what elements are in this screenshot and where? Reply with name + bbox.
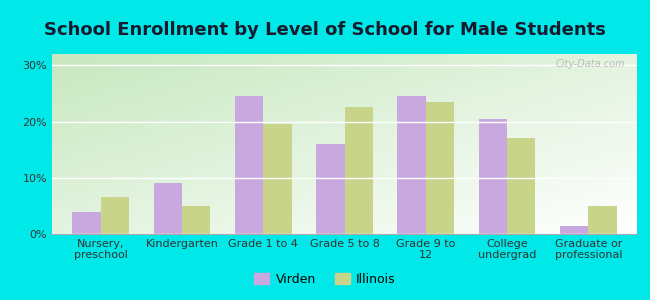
Bar — [235, 96, 263, 234]
Bar — [397, 96, 426, 234]
Bar — [478, 119, 507, 234]
Bar — [263, 124, 292, 234]
Legend: Virden, Illinois: Virden, Illinois — [250, 268, 400, 291]
Bar — [588, 206, 617, 234]
Bar — [153, 183, 182, 234]
Bar — [101, 197, 129, 234]
Text: City-Data.com: City-Data.com — [556, 59, 625, 69]
Bar — [426, 102, 454, 234]
Bar — [560, 226, 588, 234]
Bar — [344, 107, 373, 234]
Bar — [182, 206, 211, 234]
Bar — [72, 212, 101, 234]
Bar — [507, 138, 536, 234]
Bar — [316, 144, 344, 234]
Text: School Enrollment by Level of School for Male Students: School Enrollment by Level of School for… — [44, 21, 606, 39]
